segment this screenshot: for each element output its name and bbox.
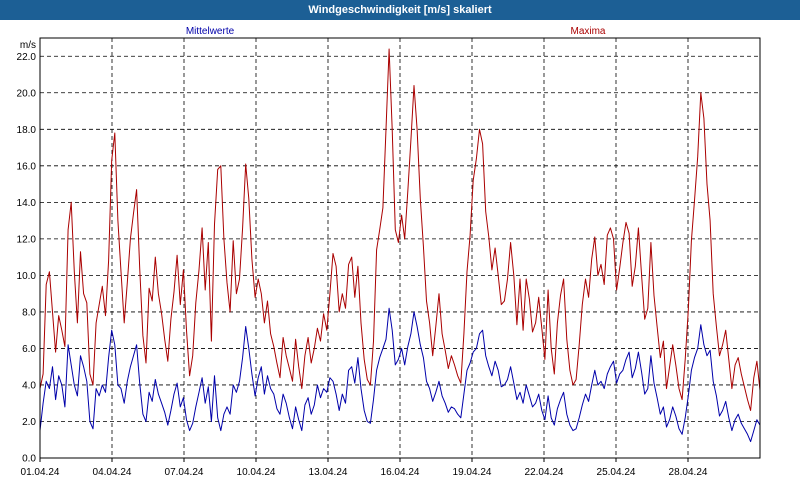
x-tick-label: 22.04.24 <box>525 467 564 478</box>
y-tick-label: 0.0 <box>22 454 36 465</box>
window-title: Windgeschwindigkeit [m/s] skaliert <box>0 0 800 20</box>
x-tick-label: 19.04.24 <box>453 467 492 478</box>
y-axis: 0.0 2.0 4.0 6.0 8.0 10.0 12.0 14.0 16.0 18.0 20.0 2… <box>17 52 37 465</box>
y-tick-label: 8.0 <box>22 307 36 318</box>
series-line-max <box>39 48 761 411</box>
x-tick-label: 04.04.24 <box>93 467 132 478</box>
x-tick-label: 10.04.24 <box>237 467 276 478</box>
x-tick-label: 13.04.24 <box>309 467 348 478</box>
series-line-mean <box>39 307 761 443</box>
legend-mean: Mittelwerte <box>186 26 235 37</box>
y-tick-label: 6.0 <box>22 344 36 355</box>
x-tick-label: 28.04.24 <box>669 467 708 478</box>
y-tick-label: 10.0 <box>17 271 37 282</box>
y-tick-label: 22.0 <box>17 52 37 63</box>
x-tick-label: 01.04.24 <box>21 467 60 478</box>
x-tick-label: 25.04.24 <box>597 467 636 478</box>
legend-max: Maxima <box>570 26 605 37</box>
y-tick-label: 16.0 <box>17 161 37 172</box>
y-tick-label: 14.0 <box>17 198 37 209</box>
x-tick-label: 07.04.24 <box>165 467 204 478</box>
y-tick-label: 2.0 <box>22 417 36 428</box>
y-tick-label: 4.0 <box>22 380 36 391</box>
x-tick-label: 16.04.24 <box>381 467 420 478</box>
plot-frame <box>39 37 761 459</box>
x-axis: 01.04.24 04.04.24 07.04.24 10.04.24 13.04.24… <box>21 458 708 478</box>
series <box>39 48 761 443</box>
y-axis-unit: m/s <box>20 40 36 51</box>
grid <box>40 38 760 458</box>
y-tick-label: 18.0 <box>17 125 37 136</box>
y-tick-label: 12.0 <box>17 234 37 245</box>
y-tick-label: 20.0 <box>17 88 37 99</box>
chart-plot: 0.0 2.0 4.0 6.0 8.0 10.0 12.0 14.0 16.0 18.0 20.0 2… <box>0 20 800 500</box>
